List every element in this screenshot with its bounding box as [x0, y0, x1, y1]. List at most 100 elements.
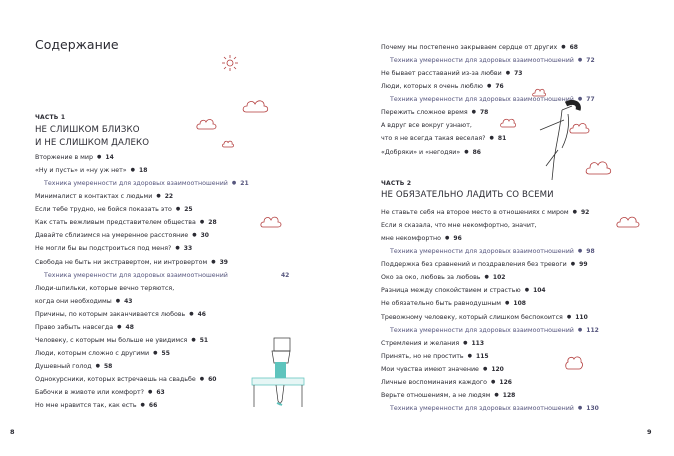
entry-page-number: 98: [586, 248, 595, 256]
entry-page-number: 113: [471, 339, 485, 347]
entry-page-number: 76: [495, 83, 504, 91]
bullet-icon: ●: [199, 376, 205, 383]
entry-page-number: 63: [156, 389, 165, 397]
toc-technique-entry: Техника умеренности для здоровых взаимоо…: [381, 54, 595, 67]
toc-entry: Люди-шпильки, которые вечно теряются,: [35, 282, 249, 295]
bullet-icon: ●: [489, 135, 494, 142]
entry-page-number: 96: [453, 235, 462, 243]
cloud-icon: [585, 161, 612, 175]
entry-title: Люди-шпильки, которые вечно теряются,: [35, 284, 175, 292]
toc-entry: Право забыть навсегда ● 48: [35, 321, 249, 334]
cloud-icon: [500, 118, 516, 128]
sun-icon: [222, 55, 238, 71]
toc-entry: Давайте сблизимся на умеренное расстояни…: [35, 229, 249, 242]
entry-title: Тревожному человеку, который слишком бес…: [381, 313, 563, 321]
entry-title: Око за око, любовь за любовь: [381, 274, 481, 282]
entry-title: когда они необходимы: [35, 297, 112, 305]
bullet-icon: ●: [231, 180, 237, 187]
entry-page-number: 68: [569, 44, 578, 51]
toc-entry: что я не всегда такая веселая? ● 81: [381, 132, 595, 145]
toc-entry: Не обязательно быть равнодушным ● 108: [381, 297, 599, 310]
entry-title: Человеку, с которым мы больше не увидимс…: [35, 336, 188, 344]
girl-at-desk-illustration: [251, 337, 305, 407]
page-number: 8: [10, 428, 15, 436]
entry-title: «Ну и пусть» и «ну уж нет»: [35, 167, 127, 175]
left-page: Содержание ЧАСТЬ 1 НЕ СЛИШКОМ БЛИЗКО И Н…: [10, 37, 305, 436]
bullet-icon: ●: [491, 378, 496, 385]
toc-entry: Не ставьте себя на второе место в отноше…: [381, 206, 599, 219]
bullet-icon: ●: [494, 391, 499, 398]
entry-title: Мои чувства имеют значение: [381, 365, 479, 373]
toc-technique-entry: Техника умеренности для здоровых взаимоо…: [381, 245, 599, 258]
entry-page-number: 112: [586, 326, 599, 334]
entry-title: Техника умеренности для здоровых взаимоо…: [44, 180, 228, 188]
entry-title: Однокурсники, которых встречаешь на свад…: [35, 376, 196, 384]
toc-entry: Стремления и желания ● 113: [381, 337, 599, 350]
page-title: Содержание: [35, 37, 119, 52]
entry-title: мне некомфортно: [381, 235, 442, 243]
toc-entry: «Ну и пусть» и «ну уж нет» ● 18: [35, 164, 249, 177]
entry-page-number: 33: [183, 245, 193, 253]
toc-entry: Пережить сложное время ● 78: [381, 106, 595, 119]
entry-page-number: 42: [281, 271, 290, 279]
bullet-icon: ●: [486, 83, 492, 90]
toc-technique-entry: Техника умеренности для здоровых взаимоо…: [381, 93, 595, 106]
entry-page-number: 39: [219, 258, 228, 266]
entry-page-number: 22: [164, 193, 174, 201]
entry-page-number: 108: [513, 300, 526, 308]
entry-page-number: 48: [125, 323, 134, 331]
entry-title: Как стать вежливым представителем общест…: [35, 219, 196, 227]
bullet-icon: ●: [577, 57, 583, 64]
toc-entry: Как стать вежливым представителем общест…: [35, 216, 249, 229]
entry-page-number: 104: [533, 287, 546, 295]
bullet-icon: ●: [115, 297, 121, 304]
entry-page-number: 92: [580, 209, 590, 216]
bullet-icon: ●: [577, 326, 583, 333]
cloud-icon: [616, 216, 640, 228]
part-title: НЕ СЛИШКОМ БЛИЗКО И НЕ СЛИШКОМ ДАЛЕКО: [35, 124, 149, 150]
bullet-icon: ●: [97, 154, 102, 160]
entry-page-number: 130: [586, 404, 599, 412]
entry-title: Пережить сложное время: [381, 109, 468, 117]
entry-title: Техника умеренности для здоровых взаимоо…: [390, 248, 574, 256]
entry-title: Минималист в контактах с людьми: [35, 193, 153, 201]
entry-title: Если я сказала, что мне некомфортно, зна…: [381, 222, 537, 230]
bullet-icon: ●: [572, 209, 577, 215]
entry-page-number: 77: [586, 96, 595, 104]
toc-entry: Бабочки в животе или комфорт? ● 63: [35, 386, 249, 399]
toc-entry: Люди, которых я очень люблю ● 76: [381, 80, 595, 93]
cloud-icon: [222, 140, 234, 148]
toc-list: Вторжение в мир ● 14 «Ну и пусть» и «ну уж …: [35, 151, 289, 412]
entry-page-number: 30: [200, 232, 209, 240]
toc-entry: Почему мы постепенно закрываем сердце от…: [381, 41, 595, 54]
toc-technique-entry: Техника умеренности для здоровых взаимоо…: [381, 402, 599, 415]
entry-title: Личные воспоминания каждого: [381, 378, 488, 386]
entry-title: Не бывает расставаний из-за любви: [381, 70, 502, 78]
entry-title: Бабочки в животе или комфорт?: [35, 389, 144, 397]
toc-technique-entry: Техника умеренности для здоровых взаимоо…: [381, 324, 599, 337]
entry-title: Люди, которых я очень люблю: [381, 83, 483, 91]
entry-page-number: 28: [208, 219, 217, 227]
entry-title: Техника умеренности для здоровых взаимоо…: [44, 271, 228, 279]
entry-page-number: 66: [148, 402, 158, 410]
entry-title: Люди, которым сложно с другими: [35, 349, 150, 357]
toc-entry: Душевный голод ● 58: [35, 360, 249, 373]
entry-page-number: 55: [161, 349, 170, 357]
toc-entry: Не могли бы вы подстроиться под меня? ● 33: [35, 242, 249, 255]
entry-page-number: 99: [579, 261, 588, 269]
bullet-icon: ●: [463, 339, 468, 346]
toc-entry: Не бывает расставаний из-за любви ● 73: [381, 67, 595, 80]
bullet-icon: ●: [130, 167, 136, 174]
bullet-icon: ●: [566, 313, 572, 320]
toc-entry: Поддержка без сравнений и поздравления б…: [381, 258, 599, 271]
toc-entry: Если я сказала, что мне некомфортно, зна…: [381, 219, 599, 232]
toc-entry: Мои чувства имеют значение ● 120: [381, 363, 599, 376]
entry-title: Но мне нравится так, как есть: [35, 402, 137, 410]
right-page: Почему мы постепенно закрываем сердце от…: [337, 0, 674, 456]
toc-entry: Око за око, любовь за любовь ● 102: [381, 271, 599, 284]
entry-title: А вдруг все вокруг узнают,: [381, 122, 472, 130]
bullet-icon: ●: [577, 96, 583, 103]
entry-page-number: 25: [184, 206, 193, 214]
entry-title: Давайте сблизимся на умеренное расстояни…: [35, 232, 189, 240]
toc-entry: Вторжение в мир ● 14: [35, 151, 249, 164]
